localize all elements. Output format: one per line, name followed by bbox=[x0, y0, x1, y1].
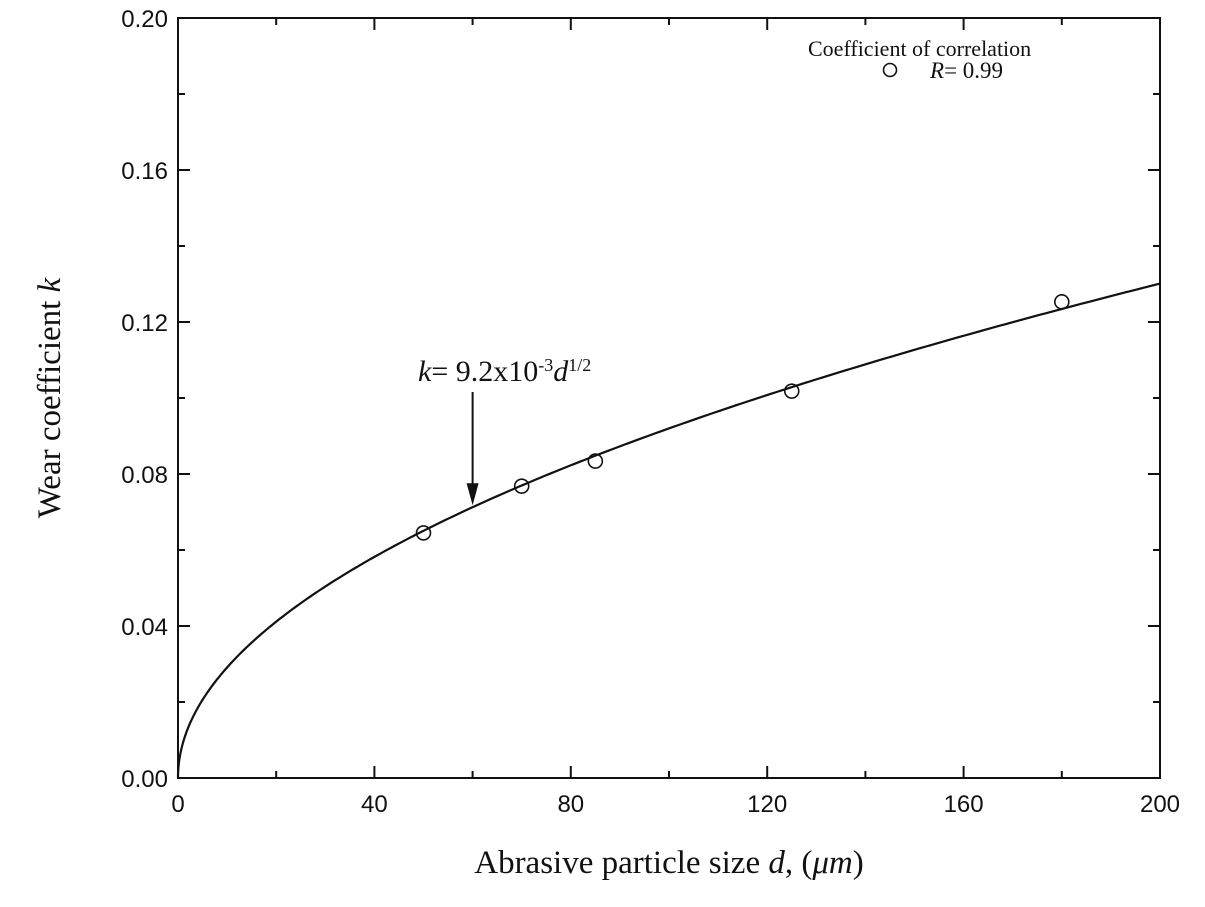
y-tick-label: 0.00 bbox=[121, 766, 168, 793]
y-tick-label: 0.12 bbox=[121, 310, 168, 337]
y-tick-label: 0.08 bbox=[121, 462, 168, 489]
data-point bbox=[513, 478, 530, 494]
y-tick-label: 0.16 bbox=[121, 158, 168, 185]
text-part: μm bbox=[811, 845, 852, 881]
text-part: d bbox=[553, 355, 569, 388]
fit-curve bbox=[176, 282, 1161, 779]
fit-equation-label: k= 9.2x10-3d1/2 bbox=[418, 355, 591, 388]
x-tick-label: 0 bbox=[171, 791, 184, 818]
legend-entry: R= 0.99 bbox=[929, 58, 1003, 83]
text-part: 1/2 bbox=[568, 355, 591, 375]
text-part: -3 bbox=[538, 355, 553, 375]
axis-ticks bbox=[177, 17, 1161, 779]
fit-annotation: k= 9.2x10-3d1/2 bbox=[418, 355, 591, 506]
y-tick-label: 0.20 bbox=[121, 6, 168, 33]
text-part: Wear coefficient bbox=[32, 292, 68, 518]
x-tick-label: 80 bbox=[557, 791, 584, 818]
text-part: = 0.99 bbox=[944, 58, 1003, 83]
tick-labels: 0 40 80 120 160 200 0.00 0.04 0.08 0.12 0.16 0.20 bbox=[121, 6, 1180, 818]
legend-marker bbox=[882, 62, 898, 78]
x-tick-label: 200 bbox=[1140, 791, 1180, 818]
legend-title: Coefficient of correlation bbox=[808, 36, 1031, 61]
x-tick-label: 160 bbox=[944, 791, 984, 818]
text-part: R bbox=[929, 58, 944, 83]
arrow-head-icon bbox=[466, 483, 479, 506]
text-part: = 9.2x10 bbox=[431, 355, 538, 388]
x-axis-title: Abrasive particle size d, (μm) bbox=[474, 845, 864, 881]
x-tick-label: 40 bbox=[361, 791, 388, 818]
plot-frame bbox=[177, 17, 1161, 779]
text-part: k bbox=[418, 355, 432, 388]
y-tick-label: 0.04 bbox=[121, 614, 168, 641]
data-points bbox=[415, 294, 1070, 541]
text-part: ) bbox=[853, 845, 864, 881]
text-part: Abrasive particle size bbox=[474, 845, 768, 881]
data-point bbox=[783, 383, 800, 399]
x-tick-label: 120 bbox=[747, 791, 787, 818]
text-part: , ( bbox=[785, 845, 813, 881]
legend: Coefficient of correlation R= 0.99 bbox=[808, 36, 1031, 83]
data-point bbox=[587, 453, 604, 469]
text-part: d bbox=[768, 845, 785, 881]
data-point bbox=[415, 525, 432, 541]
text-part: k bbox=[32, 276, 68, 292]
data-point bbox=[1054, 294, 1070, 310]
y-axis-title: Wear coefficient k bbox=[32, 276, 68, 518]
